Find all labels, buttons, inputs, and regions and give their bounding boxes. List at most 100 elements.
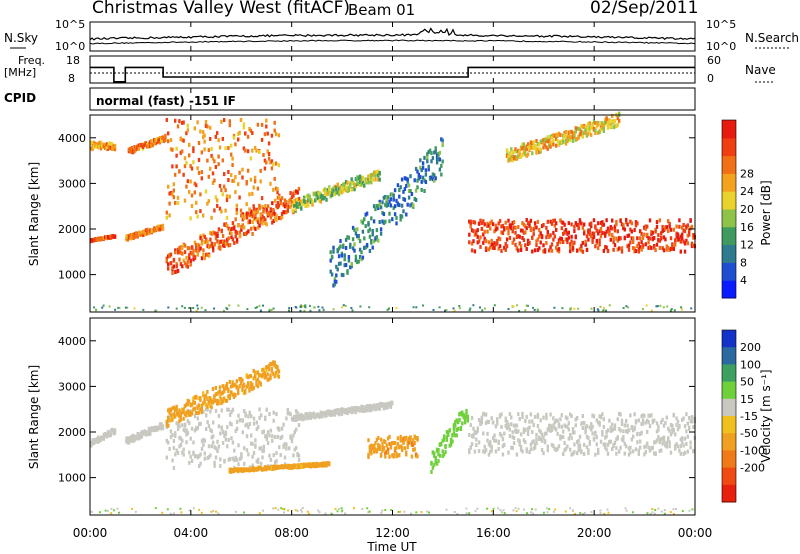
heatmap-cell	[517, 429, 520, 434]
heatmap-cell	[562, 429, 565, 434]
heatmap-cell	[686, 421, 689, 426]
heatmap-cell	[664, 237, 667, 242]
heatmap-cell	[223, 458, 226, 463]
heatmap-cell	[613, 228, 617, 233]
heatmap-cell	[515, 423, 519, 428]
heatmap-cell	[242, 467, 246, 472]
heatmap-cell	[529, 226, 533, 231]
heatmap-cell	[619, 236, 622, 241]
heatmap-cell	[468, 433, 471, 437]
heatmap-cell	[515, 510, 518, 513]
heatmap-cell	[370, 451, 373, 456]
heatmap-cell	[195, 210, 198, 215]
heatmap-cell	[181, 120, 184, 125]
heatmap-cell	[363, 406, 366, 411]
heatmap-cell	[300, 412, 303, 417]
heatmap-cell	[545, 416, 548, 421]
heatmap-cell	[290, 436, 294, 441]
heatmap-cell	[90, 146, 93, 151]
heatmap-cell	[601, 220, 604, 225]
heatmap-cell	[164, 137, 167, 142]
heatmap-cell	[350, 187, 353, 192]
heatmap-cell	[381, 210, 384, 215]
heatmap-cell	[225, 398, 229, 403]
heatmap-cell	[276, 190, 279, 195]
heatmap-cell	[650, 413, 653, 418]
heatmap-cell	[683, 436, 687, 441]
heatmap-cell	[585, 434, 589, 439]
heatmap-cell	[245, 384, 248, 389]
heatmap-cell	[571, 427, 575, 431]
heatmap-cell	[609, 439, 612, 444]
heatmap-cell	[247, 229, 250, 234]
heatmap-cell	[221, 192, 224, 197]
heatmap-cell	[262, 207, 266, 212]
heatmap-cell	[213, 178, 216, 183]
heatmap-cell	[583, 130, 586, 135]
heatmap-cell	[210, 405, 213, 410]
heatmap-cell	[323, 187, 327, 192]
heatmap-cell	[286, 208, 289, 213]
heatmap-cell	[216, 203, 219, 208]
heatmap-cell	[139, 143, 142, 148]
heatmap-cell	[615, 236, 618, 241]
heatmap-cell	[202, 252, 205, 257]
heatmap-cell	[432, 309, 435, 311]
heatmap-cell	[581, 134, 584, 139]
heatmap-cell	[517, 234, 520, 238]
heatmap-cell	[607, 511, 610, 514]
heatmap-cell	[682, 416, 685, 421]
heatmap-cell	[259, 309, 262, 312]
heatmap-cell	[346, 186, 349, 191]
heatmap-cell	[239, 208, 243, 213]
heatmap-cell	[357, 259, 360, 264]
heatmap-cell	[529, 442, 533, 447]
heatmap-cell	[525, 414, 528, 419]
heatmap-cell	[347, 188, 351, 193]
heatmap-cell	[209, 166, 212, 171]
heatmap-cell	[525, 153, 528, 158]
heatmap-cell	[533, 414, 537, 419]
heatmap-cell	[311, 414, 314, 419]
heatmap-cell	[452, 426, 456, 431]
heatmap-cell	[308, 462, 311, 467]
heatmap-cell	[692, 425, 695, 429]
heatmap-cell	[438, 157, 442, 162]
heatmap-cell	[299, 309, 302, 312]
heatmap-cell	[583, 512, 586, 514]
heatmap-cell	[447, 430, 450, 435]
heatmap-cell	[295, 415, 299, 420]
heatmap-cell	[400, 203, 404, 208]
heatmap-cell	[295, 427, 298, 432]
heatmap-cell	[149, 431, 152, 436]
heatmap-cell	[216, 234, 219, 239]
heatmap-cell	[253, 145, 257, 150]
heatmap-cell	[200, 176, 203, 181]
heatmap-cell	[174, 250, 177, 255]
heatmap-cell	[646, 441, 649, 446]
heatmap-cell	[377, 436, 380, 440]
heatmap-cell	[225, 307, 228, 310]
heatmap-cell	[578, 434, 582, 439]
heatmap-cell	[608, 304, 611, 307]
colorbar-swatch	[722, 330, 736, 348]
heatmap-cell	[612, 119, 615, 123]
heatmap-cell	[221, 390, 224, 395]
x-tick-label: 20:00	[577, 526, 612, 540]
heatmap-cell	[569, 130, 572, 135]
heatmap-cell	[255, 371, 258, 376]
heatmap-cell	[562, 435, 565, 440]
heatmap-cell	[574, 417, 577, 422]
heatmap-cell	[679, 451, 682, 456]
colorbar-swatch	[722, 398, 736, 417]
heatmap-cell	[336, 248, 339, 253]
heatmap-cell	[230, 422, 233, 427]
heatmap-cell	[127, 147, 131, 152]
heatmap-cell	[553, 234, 556, 239]
heatmap-cell	[248, 465, 251, 470]
heatmap-cell	[108, 144, 111, 149]
heatmap-cell	[237, 386, 240, 391]
heatmap-cell	[482, 449, 485, 454]
heatmap-cell	[519, 228, 523, 233]
heatmap-cell	[388, 211, 391, 216]
